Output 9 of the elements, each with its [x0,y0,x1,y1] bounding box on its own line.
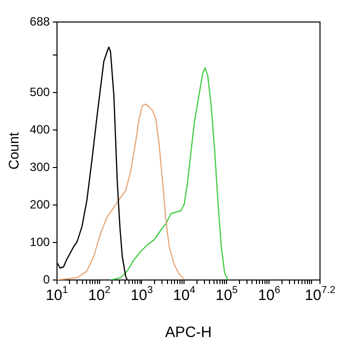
y-tick-label: 400 [30,122,50,136]
y-tick-label: 688 [30,14,50,28]
y-tick-label: 100 [30,234,50,249]
y-axis-title: Count [5,132,22,170]
y-tick-label: 0 [43,272,50,286]
x-axis-title: APC-H [165,324,212,342]
y-tick-label: 500 [30,84,50,99]
y-tick-label: 300 [30,160,50,174]
y-tick-label: 200 [30,197,50,212]
